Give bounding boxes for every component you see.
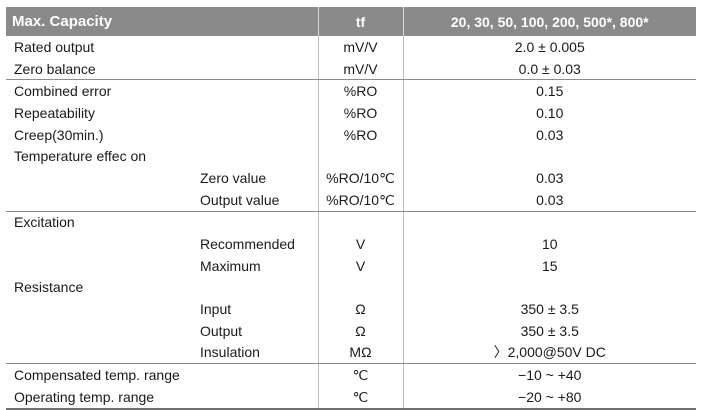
row-unit: Ω: [317, 319, 403, 342]
row-unit: %RO/10℃: [317, 167, 403, 189]
table-row: Repeatability %RO 0.10: [6, 102, 696, 124]
row-value: 15: [402, 254, 696, 277]
row-value: 0.03: [402, 123, 696, 146]
row-value: [402, 211, 696, 234]
table-row: Operating temp. range ℃ −20 ~ +80: [6, 386, 696, 410]
table-row: Rated output mV/V 2.0 ± 0.005: [6, 36, 696, 58]
table-row: Temperature effec on: [6, 145, 696, 168]
row-value: −10 ~ +40: [402, 363, 696, 386]
row-value: 350 ± 3.5: [402, 298, 696, 320]
row-label: Combined error: [14, 83, 112, 100]
row-label: Output: [200, 322, 243, 339]
row-unit: ℃: [317, 386, 403, 410]
table-row: Recommended V 10: [6, 233, 696, 255]
row-unit: [317, 211, 403, 234]
row-unit: %RO: [317, 102, 403, 124]
row-value: [402, 276, 696, 299]
row-unit: [317, 145, 403, 168]
row-label: Operating temp. range: [6, 386, 318, 410]
row-unit: V: [317, 254, 403, 277]
row-label: Recommended: [200, 236, 295, 253]
row-unit: %RO: [317, 123, 403, 146]
row-label: Maximum: [200, 257, 261, 274]
table-row: Zero balance mV/V 0.0 ± 0.03: [6, 57, 696, 81]
row-unit: [317, 276, 403, 299]
row-unit: %RO: [317, 79, 403, 103]
table-row: Combined error %RO 0.15: [6, 79, 696, 103]
row-label: Input: [200, 301, 232, 318]
row-value: −20 ~ +80: [402, 386, 696, 410]
table-row: Compensated temp. range ℃ −10 ~ +40: [6, 363, 696, 386]
row-label: Excitation: [14, 214, 75, 231]
row-label: Rated output: [14, 38, 95, 55]
row-unit: V: [317, 233, 403, 255]
table-row: Excitation: [6, 211, 696, 234]
header-value: 20, 30, 50, 100, 200, 500*, 800*: [402, 7, 696, 36]
row-value: 〉2,000@50V DC: [402, 341, 696, 365]
table-row: Maximum V 15: [6, 254, 696, 277]
row-value: 350 ± 3.5: [402, 319, 696, 342]
row-value: [402, 145, 696, 168]
row-label: Creep(30min.): [14, 126, 104, 143]
table-row: Insulation MΩ 〉2,000@50V DC: [6, 341, 696, 365]
row-label: Temperature effec on: [14, 148, 147, 165]
row-value: 0.03: [402, 167, 696, 189]
row-value: 2.0 ± 0.005: [402, 36, 696, 58]
row-label: Repeatability: [14, 104, 95, 121]
row-unit: Ω: [317, 298, 403, 320]
table-header-row: Max. Capacity tf 20, 30, 50, 100, 200, 5…: [6, 7, 696, 36]
table-row: Output value %RO/10℃ 0.03: [6, 188, 696, 212]
row-unit: ℃: [317, 363, 403, 386]
table-row: Input Ω 350 ± 3.5: [6, 298, 696, 320]
table-row: Output Ω 350 ± 3.5: [6, 319, 696, 342]
specifications-table: Max. Capacity tf 20, 30, 50, 100, 200, 5…: [6, 7, 696, 410]
row-label: Resistance: [14, 279, 84, 296]
table-row: Creep(30min.) %RO 0.03: [6, 123, 696, 146]
row-label: Zero value: [200, 169, 267, 186]
row-value: 0.0 ± 0.03: [402, 57, 696, 81]
row-value: 0.03: [402, 188, 696, 212]
row-unit: %RO/10℃: [317, 188, 403, 212]
row-unit: mV/V: [317, 57, 403, 81]
spec-table: Max. Capacity tf 20, 30, 50, 100, 200, 5…: [6, 7, 696, 410]
table-row: Resistance: [6, 276, 696, 299]
header-unit: tf: [317, 7, 403, 36]
row-label: Output value: [6, 188, 318, 212]
row-value: 0.15: [402, 79, 696, 103]
row-unit: mV/V: [317, 36, 403, 58]
row-value: 0.10: [402, 102, 696, 124]
row-label: Compensated temp. range: [14, 367, 180, 384]
table-row: Zero value %RO/10℃ 0.03: [6, 167, 696, 189]
header-label: Max. Capacity: [6, 7, 318, 36]
row-label: Zero balance: [6, 57, 318, 81]
row-unit: MΩ: [317, 341, 403, 365]
row-label: Insulation: [6, 341, 318, 365]
row-value: 10: [402, 233, 696, 255]
